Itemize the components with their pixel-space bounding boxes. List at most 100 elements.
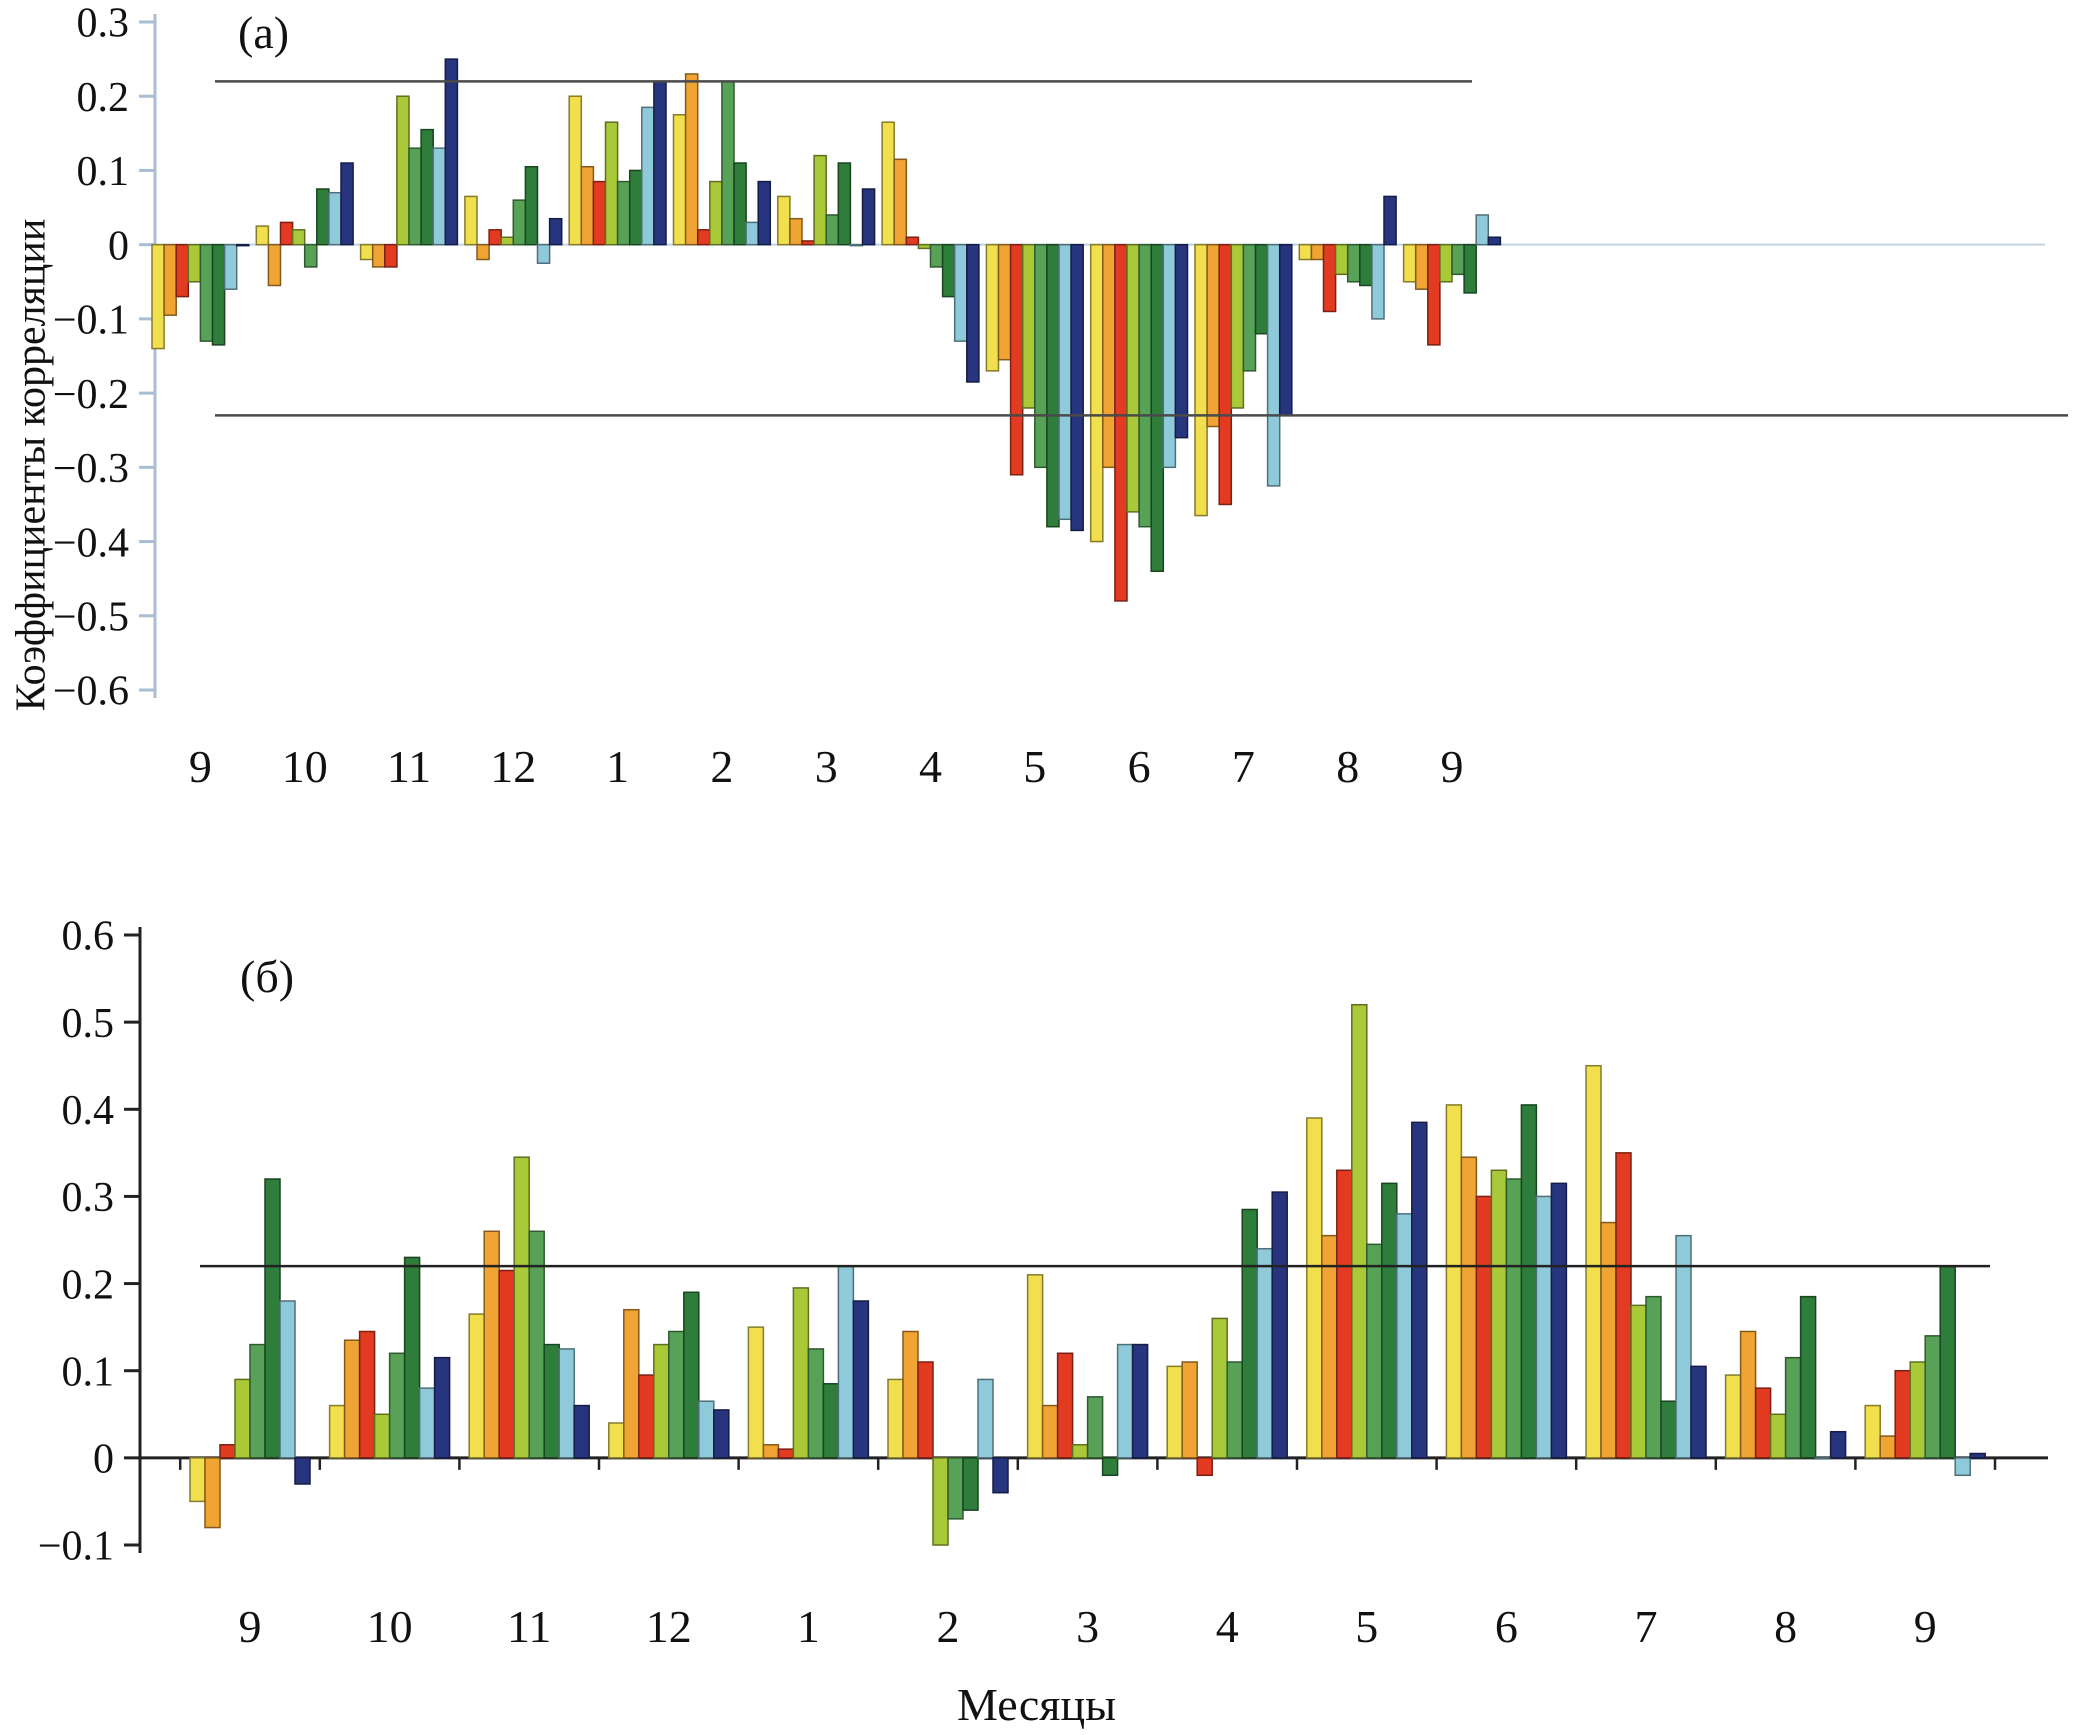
bar-yellow-green-month-2 (709, 180, 723, 246)
y-tick-label: 0.2 (77, 75, 130, 121)
x-tick-label: 1 (606, 741, 629, 792)
bar-dark-green-month-3 (837, 162, 852, 246)
y-tick-label: 0.1 (77, 149, 130, 195)
bar-red-month-3 (1056, 1352, 1074, 1459)
bar-red-month-2 (696, 229, 711, 246)
bar-yellow-month-9 (1864, 1404, 1881, 1459)
bar-light-blue-month-8 (1371, 243, 1385, 320)
bar-dark-green-month-4 (1241, 1208, 1258, 1459)
bar-light-blue-month-1 (641, 106, 655, 246)
bar-yellow-month-3 (1026, 1274, 1044, 1459)
bar-dark-green-month-9 (264, 1178, 281, 1459)
bar-yellow-month-5 (985, 243, 1000, 372)
bar-light-blue-month-6 (1535, 1195, 1553, 1459)
bar-green-month-4 (1226, 1361, 1243, 1459)
bar-green-month-6 (1138, 243, 1152, 528)
bar-orange-month-12 (476, 243, 490, 261)
bar-green-month-8 (1784, 1356, 1802, 1459)
x-tick-label: 4 (919, 741, 942, 792)
bar-dark-green-month-9 (1463, 243, 1477, 294)
bar-yellow-month-9 (151, 243, 165, 350)
bar-dark-green-month-1 (628, 169, 643, 246)
bar-red-month-8 (1322, 243, 1337, 313)
bar-orange-month-2 (902, 1330, 919, 1459)
bar-yellow-green-month-11 (396, 95, 410, 246)
x-tick-label: 10 (367, 1601, 413, 1652)
bar-yellow-green-month-9 (1909, 1361, 1926, 1459)
bar-red-month-12 (488, 229, 502, 246)
bar-dark-blue-month-9 (1969, 1452, 1986, 1459)
bar-dark-blue-month-11 (573, 1404, 590, 1459)
y-tick-label: 0.4 (62, 1088, 115, 1134)
bar-green-month-7 (1242, 243, 1257, 372)
bar-yellow-month-12 (464, 195, 478, 246)
bar-yellow-month-1 (568, 95, 583, 246)
x-tick-label: 7 (1635, 1601, 1658, 1652)
bar-yellow-month-1 (747, 1326, 765, 1459)
bar-yellow-green-month-2 (932, 1457, 949, 1546)
x-tick-label: 12 (490, 741, 536, 792)
bar-yellow-green-month-1 (792, 1287, 810, 1459)
bar-green-month-1 (616, 180, 631, 246)
bar-orange-month-5 (997, 243, 1012, 361)
bar-yellow-month-12 (608, 1422, 625, 1459)
bar-yellow-green-month-10 (291, 229, 306, 246)
bar-dark-blue-month-5 (1070, 243, 1084, 532)
x-tick-label: 7 (1232, 741, 1255, 792)
bar-dark-green-month-10 (403, 1256, 421, 1459)
bar-red-month-10 (279, 221, 294, 246)
chart-panel-a: 0.3 0.2 0.1 0 −0.1 −0.2 −0.3 −0.4 −0.5 −0.6 9 10 11 1… (0, 0, 2073, 810)
bar-yellow-green-month-4 (1211, 1317, 1228, 1459)
bar-yellow-month-2 (887, 1378, 904, 1459)
bar-yellow-month-9 (1402, 243, 1417, 283)
x-axis-title: Месяцы (957, 1679, 1116, 1730)
bar-red-month-10 (358, 1330, 376, 1459)
bar-light-blue-month-2 (745, 221, 759, 246)
bar-dark-green-month-9 (211, 243, 226, 346)
bar-dark-green-month-5 (1381, 1182, 1398, 1459)
y-tick-label: −0.2 (53, 372, 129, 418)
x-tick-label: 9 (189, 741, 212, 792)
bar-yellow-green-month-12 (500, 236, 515, 246)
panel-label: (а) (238, 7, 289, 58)
bar-green-month-5 (1034, 243, 1048, 469)
bar-light-blue-month-6 (1162, 243, 1177, 469)
bar-green-month-11 (408, 147, 422, 246)
bar-green-month-7 (1645, 1295, 1662, 1459)
y-tick-label: 0 (93, 1437, 114, 1483)
bar-green-month-1 (807, 1348, 825, 1459)
bar-yellow-month-8 (1298, 243, 1313, 261)
y-tick-label: 0.3 (77, 1, 130, 47)
bar-orange-month-9 (1414, 243, 1429, 290)
bar-yellow-month-4 (1166, 1365, 1183, 1459)
bar-yellow-green-month-11 (513, 1156, 530, 1459)
x-tick-label: 4 (1216, 1601, 1239, 1652)
bar-orange-month-8 (1739, 1330, 1757, 1459)
x-tick-label: 5 (1023, 741, 1046, 792)
bar-dark-green-month-7 (1660, 1400, 1677, 1459)
bar-dark-green-month-9 (1939, 1265, 1956, 1459)
x-tick-label: 8 (1774, 1601, 1797, 1652)
bar-light-blue-month-11 (558, 1348, 575, 1459)
bar-yellow-month-2 (672, 114, 687, 246)
bar-yellow-green-month-5 (1351, 1003, 1368, 1459)
bar-dark-blue-month-3 (1131, 1343, 1149, 1459)
bar-dark-green-month-8 (1799, 1295, 1817, 1459)
chart-b-svg: 0.60.50.40.30.20.10−0.19 10 11 12 1 2 3 4 5 6 7 8 9(… (38, 914, 2048, 1652)
bar-dark-green-month-12 (683, 1291, 700, 1459)
bar-yellow-green-month-7 (1230, 243, 1245, 409)
bar-orange-month-4 (893, 158, 908, 246)
bar-yellow-month-11 (468, 1313, 485, 1459)
y-tick-label: 0.2 (62, 1262, 115, 1308)
bar-light-blue-month-9 (1954, 1457, 1971, 1477)
x-tick-label: 12 (646, 1601, 692, 1652)
y-tick-label: −0.1 (53, 298, 129, 344)
y-tick-label: −0.1 (38, 1524, 114, 1570)
y-tick-label: 0.1 (62, 1349, 115, 1395)
bar-orange-month-6 (1460, 1156, 1478, 1459)
bar-yellow-green-month-3 (1071, 1444, 1089, 1459)
bar-orange-month-7 (1206, 243, 1220, 428)
bar-dark-blue-month-12 (713, 1409, 730, 1459)
bar-yellow-month-5 (1306, 1117, 1323, 1459)
bar-red-month-9 (1427, 243, 1441, 346)
